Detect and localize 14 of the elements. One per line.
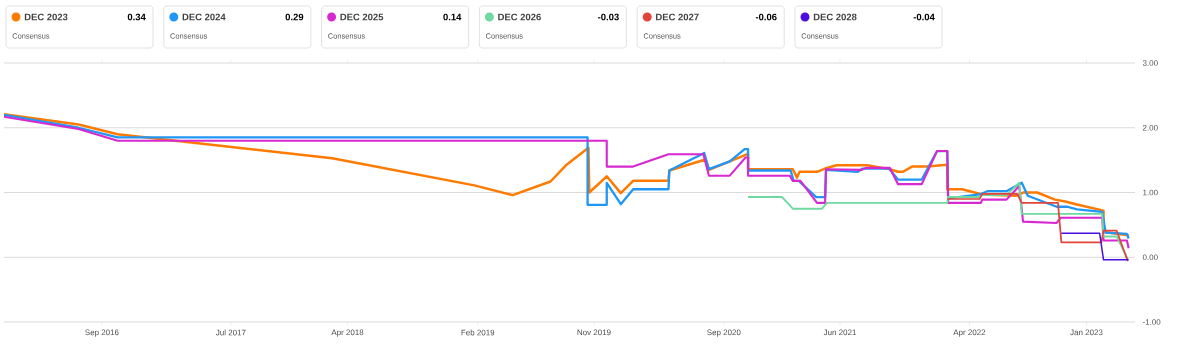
legend-label: DEC 2027 [656, 13, 699, 21]
text: -0.06 [755, 13, 777, 21]
legend-label: DEC 2024 [182, 13, 226, 21]
line-series [747, 181, 1129, 261]
text: -0.04 [913, 13, 935, 21]
line-series [946, 192, 1129, 262]
legend-label: DEC 2026 [498, 13, 541, 21]
text: 0.34 [127, 13, 146, 21]
text: 0.29 [285, 13, 304, 21]
text: 0.14 [443, 13, 462, 21]
legend-label: DEC 2023 [24, 13, 68, 21]
legend-label: DEC 2028 [813, 13, 857, 21]
text: -0.03 [598, 13, 619, 21]
legend-label: DEC 2025 [340, 13, 384, 21]
